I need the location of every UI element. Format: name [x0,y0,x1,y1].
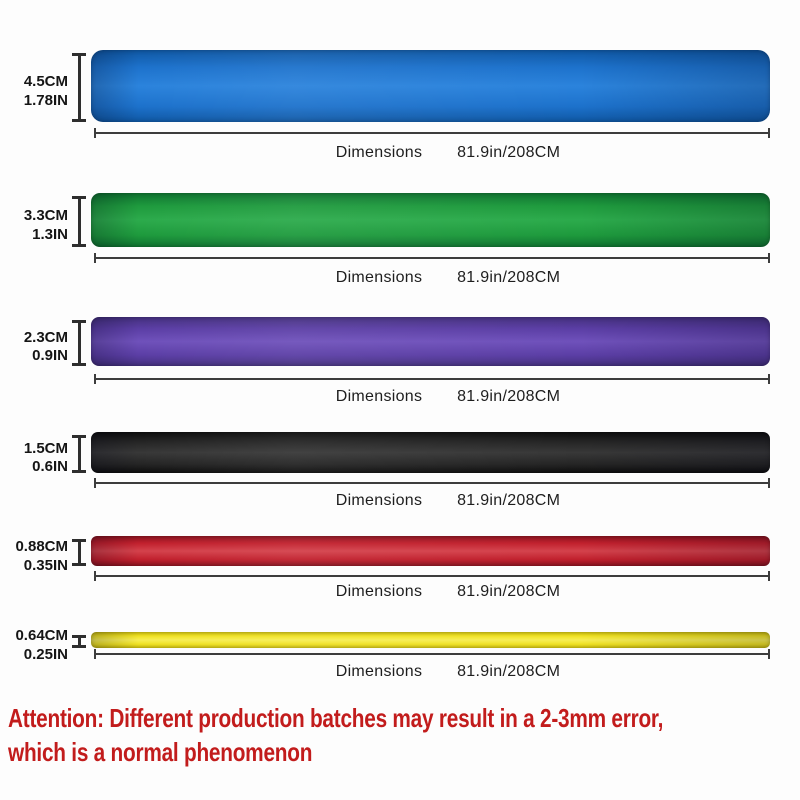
width-cm-value: 1.5CM [23,439,68,457]
height-bracket-icon [72,196,86,247]
resistance-band-yellow [91,632,770,648]
height-bracket-icon [72,53,86,122]
height-bracket-icon [72,435,86,473]
resistance-band-green [91,193,770,247]
length-dimension-line [94,128,770,138]
width-cm-value: 3.3CM [23,207,68,224]
height-bracket-icon [72,539,86,566]
width-cm-value: 0.88CM [15,538,68,555]
height-bracket-icon [72,320,86,366]
length-dimension-text: Dimensions 81.9in/208CM [110,269,786,287]
length-dimension-line [94,374,770,384]
width-in-value: 0.9IN [32,347,68,365]
dimensions-label: Dimensions [335,663,423,680]
width-cm-value: 2.3CM [23,328,68,346]
band-width-label: 4.5CM 1.78IN [24,73,68,111]
dimensions-label: Dimensions [335,144,423,161]
attention-line-1: Attention: Different production batches … [8,703,664,733]
width-cm-value: 4.5CM [23,73,68,90]
width-in-value: 0.6IN [32,458,68,476]
length-dimension-line [94,478,770,488]
width-in-value: 1.3IN [32,225,68,243]
length-dimension-text: Dimensions 81.9in/208CM [110,144,786,162]
width-in-value: 1.78IN [23,91,68,109]
band-width-label: 0.88CM 0.35IN [15,538,68,576]
resistance-band-black [91,432,770,473]
dimensions-label: Dimensions [335,388,423,405]
resistance-band-purple [91,317,770,366]
band-width-label: 1.5CM 0.6IN [24,440,68,478]
length-dimension-text: Dimensions 81.9in/208CM [110,663,786,681]
width-in-value: 0.35IN [23,556,68,574]
attention-note: Attention: Different production batches … [8,701,663,769]
width-in-value: 0.25IN [23,645,68,663]
length-dimension-line [94,649,770,659]
dimensions-label: Dimensions [335,583,423,600]
dimensions-value: 81.9in/208CM [457,144,561,161]
length-dimension-text: Dimensions 81.9in/208CM [110,492,786,510]
dimensions-value: 81.9in/208CM [457,583,561,600]
attention-line-2: which is a normal phenomenon [8,737,313,767]
band-width-label: 0.64CM 0.25IN [15,627,68,665]
height-bracket-icon [72,635,86,648]
length-dimension-line [94,571,770,581]
length-dimension-line [94,253,770,263]
dimensions-value: 81.9in/208CM [457,388,561,405]
band-width-label: 3.3CM 1.3IN [24,207,68,245]
dimensions-label: Dimensions [335,492,423,509]
resistance-band-red [91,536,770,566]
length-dimension-text: Dimensions 81.9in/208CM [110,583,786,601]
resistance-band-blue [91,50,770,122]
width-cm-value: 0.64CM [15,627,68,644]
dimensions-value: 81.9in/208CM [457,492,561,509]
length-dimension-text: Dimensions 81.9in/208CM [110,388,786,406]
dimensions-value: 81.9in/208CM [457,663,561,680]
dimensions-value: 81.9in/208CM [457,269,561,286]
dimensions-label: Dimensions [335,269,423,286]
band-width-label: 2.3CM 0.9IN [24,329,68,367]
